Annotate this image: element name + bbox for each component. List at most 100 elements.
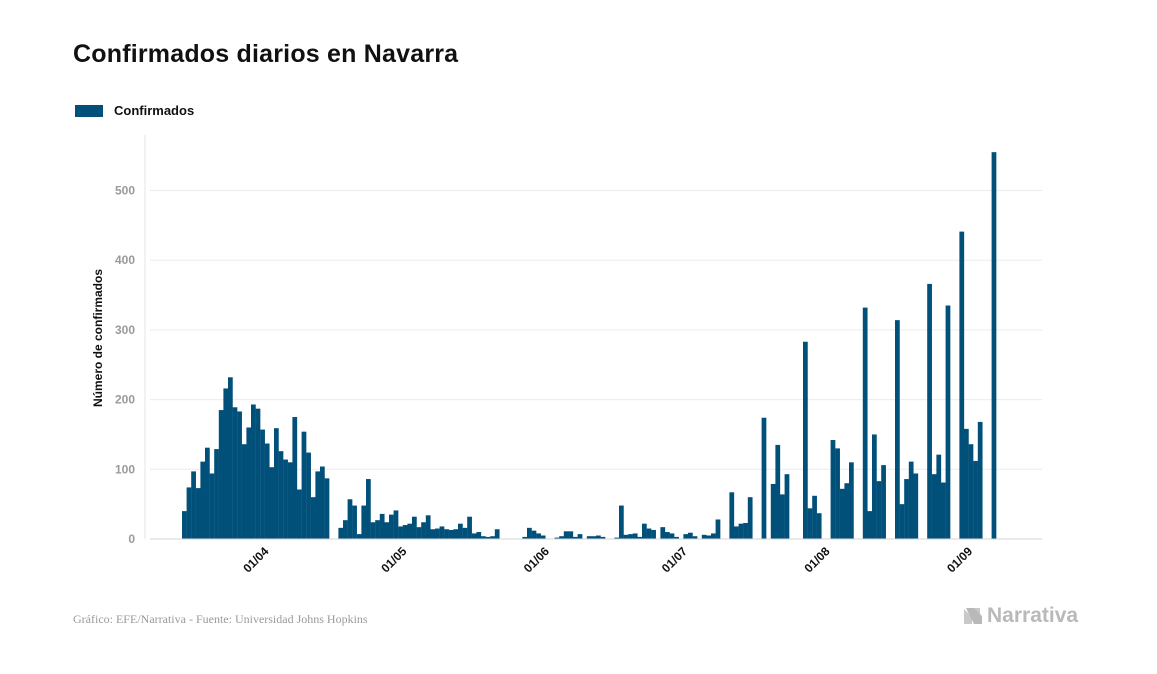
bar: [711, 533, 716, 539]
bar: [444, 529, 449, 539]
y-axis-ticks: 0 100 200 300 400 500: [115, 184, 135, 547]
bar: [876, 481, 882, 539]
bar: [200, 461, 206, 539]
bar: [251, 404, 256, 539]
bar: [927, 283, 932, 539]
bar: [476, 532, 482, 539]
bar: [743, 522, 748, 539]
bar: [182, 511, 187, 539]
bar: [908, 461, 914, 539]
bar: [830, 440, 836, 539]
bar: [223, 388, 229, 539]
bar: [991, 152, 997, 539]
bar: [688, 532, 693, 539]
bar: [237, 411, 242, 539]
bar: [747, 497, 753, 539]
bar: [310, 497, 316, 539]
bar: [683, 534, 689, 539]
bar: [646, 528, 652, 539]
bar: [844, 483, 850, 539]
bar: [195, 488, 201, 539]
bar: [586, 536, 592, 539]
bar: [435, 528, 440, 539]
bar: [619, 505, 624, 539]
bar: [398, 526, 403, 539]
bar: [867, 511, 873, 539]
source-note: Gráfico: EFE/Narrativa - Fuente: Univers…: [73, 612, 368, 626]
bar: [559, 536, 564, 539]
bar: [412, 516, 417, 539]
bar: [881, 465, 886, 539]
bar: [389, 514, 394, 539]
bar: [292, 417, 298, 539]
bar: [255, 408, 261, 539]
bar: [490, 536, 495, 539]
bar: [669, 533, 675, 539]
bar: [862, 307, 868, 539]
bar: [494, 529, 500, 539]
grid-lines: [150, 190, 1042, 470]
bar: [780, 494, 785, 539]
bar: [628, 534, 633, 539]
bar: [596, 535, 601, 539]
legend-label: Confirmados: [114, 103, 195, 118]
y-tick-label: 400: [115, 253, 135, 267]
bar: [370, 522, 376, 539]
bar: [209, 473, 215, 539]
bar: [393, 510, 399, 539]
bar: [872, 434, 877, 539]
bar: [936, 454, 942, 539]
bar: [573, 536, 578, 539]
bar: [191, 471, 196, 539]
bar: [812, 495, 817, 539]
brand-logo[interactable]: Narrativa: [962, 604, 1078, 628]
chart-title: Confirmados diarios en Navarra: [73, 40, 459, 68]
bar: [637, 536, 643, 539]
y-axis-label: Número de confirmados: [91, 269, 105, 407]
legend: Confirmados: [75, 103, 194, 118]
bar: [205, 447, 210, 539]
bar: [642, 523, 647, 539]
bar: [563, 531, 569, 539]
x-tick-label: 01/05: [378, 544, 409, 575]
bar: [343, 520, 348, 539]
bar: [407, 523, 413, 539]
bar: [738, 523, 744, 539]
bar: [241, 444, 247, 539]
bar: [283, 459, 288, 539]
bar: [439, 526, 445, 539]
bar: [591, 536, 597, 539]
y-tick-label: 100: [115, 462, 135, 476]
bar: [462, 527, 468, 539]
bar: [352, 505, 357, 539]
x-tick-label: 01/06: [521, 544, 552, 575]
bar: [320, 466, 325, 539]
bar: [945, 305, 951, 539]
bar: [849, 462, 854, 539]
bar: [338, 527, 344, 539]
bar: [306, 452, 311, 539]
bar: [246, 427, 252, 539]
brand-name: Narrativa: [987, 604, 1079, 627]
bar: [269, 467, 275, 539]
bar: [706, 535, 712, 539]
bar: [959, 231, 965, 539]
x-tick-label: 01/07: [659, 544, 690, 575]
x-axis-ticks: 01/04 01/05 01/06 01/07 01/08 01/09: [240, 544, 975, 575]
bar: [964, 428, 969, 539]
legend-swatch: [75, 104, 103, 117]
bar: [384, 522, 390, 539]
bar: [301, 431, 307, 539]
y-tick-label: 0: [128, 532, 135, 546]
bar: [895, 320, 900, 539]
bar: [274, 428, 279, 539]
bars: [182, 152, 997, 539]
bar: [674, 536, 679, 539]
bar: [402, 525, 408, 539]
x-tick-label: 01/08: [801, 544, 832, 575]
bar: [260, 429, 265, 539]
bar: [701, 534, 707, 539]
bar: [715, 519, 721, 539]
bar: [467, 516, 472, 539]
